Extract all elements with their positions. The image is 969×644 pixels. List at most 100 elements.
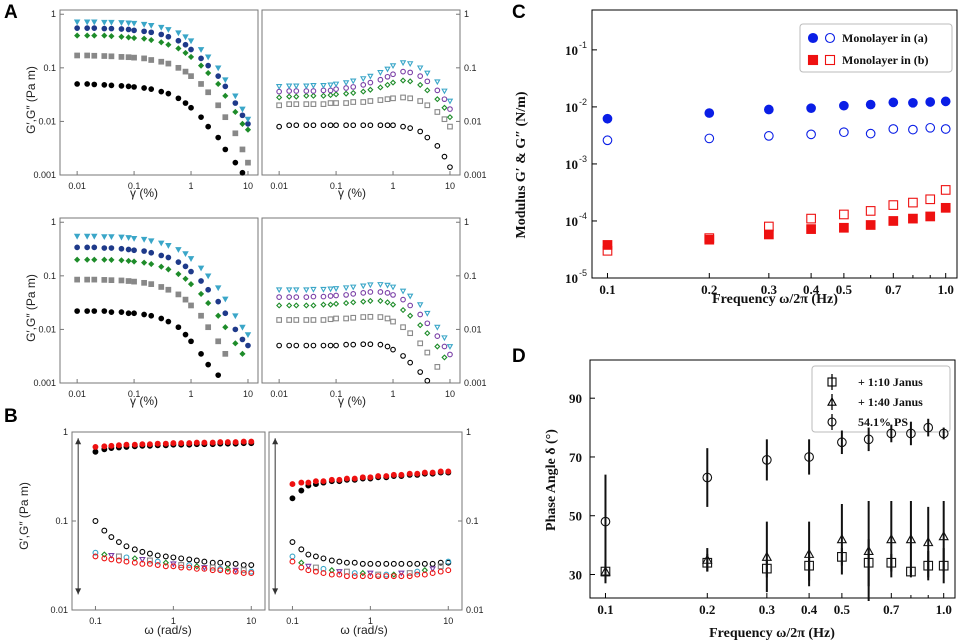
- data-point: [140, 236, 148, 243]
- data-point: [310, 317, 317, 323]
- data-point: [293, 342, 300, 349]
- y-tick-label: 0.1: [464, 63, 477, 73]
- data-point: [222, 310, 229, 317]
- data-point: [232, 130, 239, 137]
- legend-marker: [827, 396, 837, 406]
- data-point: [118, 83, 125, 89]
- data-point: [350, 291, 357, 297]
- data-point: [147, 238, 155, 245]
- data-point: [400, 94, 406, 101]
- data-point: [360, 341, 367, 348]
- x-tick-label: 0.5: [836, 282, 853, 297]
- data-point: [187, 256, 195, 262]
- data-point: [197, 265, 205, 272]
- data-point: [925, 122, 936, 133]
- legend-marker: [827, 377, 837, 387]
- data-point: [248, 570, 255, 577]
- data-point: [865, 206, 876, 216]
- data-point: [217, 559, 224, 566]
- data-point: [351, 475, 358, 482]
- x-tick-label: 0.1: [599, 282, 615, 297]
- data-point: [101, 234, 108, 241]
- data-point: [165, 266, 172, 273]
- y-tick-label: 10: [565, 271, 578, 286]
- data-point: [839, 100, 849, 111]
- data-point: [240, 567, 247, 574]
- data-point: [367, 86, 374, 93]
- data-point: [239, 120, 246, 127]
- data-point: [389, 63, 397, 70]
- data-point: [240, 570, 247, 577]
- data-point: [101, 277, 108, 283]
- data-point: [940, 202, 951, 213]
- x-tick-label: 0.7: [883, 602, 900, 617]
- data-point: [186, 556, 193, 563]
- data-point: [702, 554, 713, 564]
- data-point: [908, 97, 918, 108]
- data-point: [320, 565, 327, 572]
- data-point: [118, 257, 125, 264]
- data-point: [406, 573, 413, 580]
- data-point: [336, 558, 343, 565]
- data-point: [377, 84, 384, 91]
- data-point: [73, 233, 81, 240]
- data-point: [222, 296, 229, 303]
- x-tick-label: 1.0: [936, 602, 952, 617]
- data-point: [148, 312, 155, 319]
- x-tick-label: 0.1: [89, 616, 102, 626]
- data-point: [384, 81, 391, 88]
- x-tick-label: 10: [246, 616, 256, 626]
- data-point: [414, 560, 421, 567]
- x-tick-label: 0.1: [330, 389, 343, 399]
- data-point: [863, 434, 874, 445]
- data-point: [320, 286, 327, 293]
- data-point: [424, 87, 431, 94]
- data-point: [74, 244, 80, 251]
- data-point: [91, 32, 98, 39]
- data-point: [123, 554, 130, 561]
- data-point: [101, 25, 108, 32]
- data-point: [424, 349, 431, 356]
- data-point: [222, 350, 229, 357]
- data-point: [400, 68, 406, 75]
- data-point: [139, 556, 146, 563]
- data-point: [275, 287, 283, 294]
- data-point: [407, 78, 414, 85]
- data-point: [158, 58, 165, 65]
- data-point: [367, 297, 374, 305]
- data-point: [182, 100, 189, 106]
- data-point: [398, 573, 405, 580]
- data-point: [74, 308, 80, 314]
- data-point: [303, 122, 310, 129]
- data-point: [923, 422, 934, 433]
- data-point: [101, 555, 108, 562]
- data-point: [205, 69, 212, 77]
- subplot-A-bottom-right: 0.01 0.1 1 10 0.001 0.01 0.1 1: [261, 217, 487, 399]
- data-point: [205, 123, 212, 130]
- y-tick-label: 10: [565, 100, 578, 115]
- data-point: [310, 286, 317, 293]
- data-point: [704, 108, 715, 118]
- data-point: [806, 213, 816, 224]
- data-point: [424, 134, 431, 141]
- data-point: [232, 439, 239, 446]
- data-point: [286, 294, 293, 301]
- data-point: [158, 39, 165, 46]
- data-point: [350, 89, 357, 97]
- data-point: [118, 245, 125, 252]
- x-tick-label: 10: [243, 389, 253, 399]
- data-point: [320, 570, 327, 577]
- plot-frame: [268, 431, 463, 611]
- data-point: [310, 83, 317, 89]
- data-point: [158, 88, 165, 95]
- data-point: [170, 563, 177, 570]
- data-point: [239, 106, 246, 113]
- data-point: [154, 562, 161, 568]
- data-point: [310, 122, 317, 129]
- data-point: [131, 247, 137, 254]
- data-point: [139, 548, 146, 555]
- data-point: [328, 476, 335, 483]
- data-point: [188, 302, 194, 309]
- data-point: [74, 52, 80, 59]
- data-point: [342, 285, 350, 292]
